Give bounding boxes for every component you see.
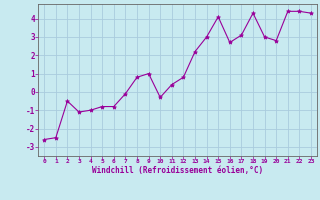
X-axis label: Windchill (Refroidissement éolien,°C): Windchill (Refroidissement éolien,°C) (92, 166, 263, 175)
